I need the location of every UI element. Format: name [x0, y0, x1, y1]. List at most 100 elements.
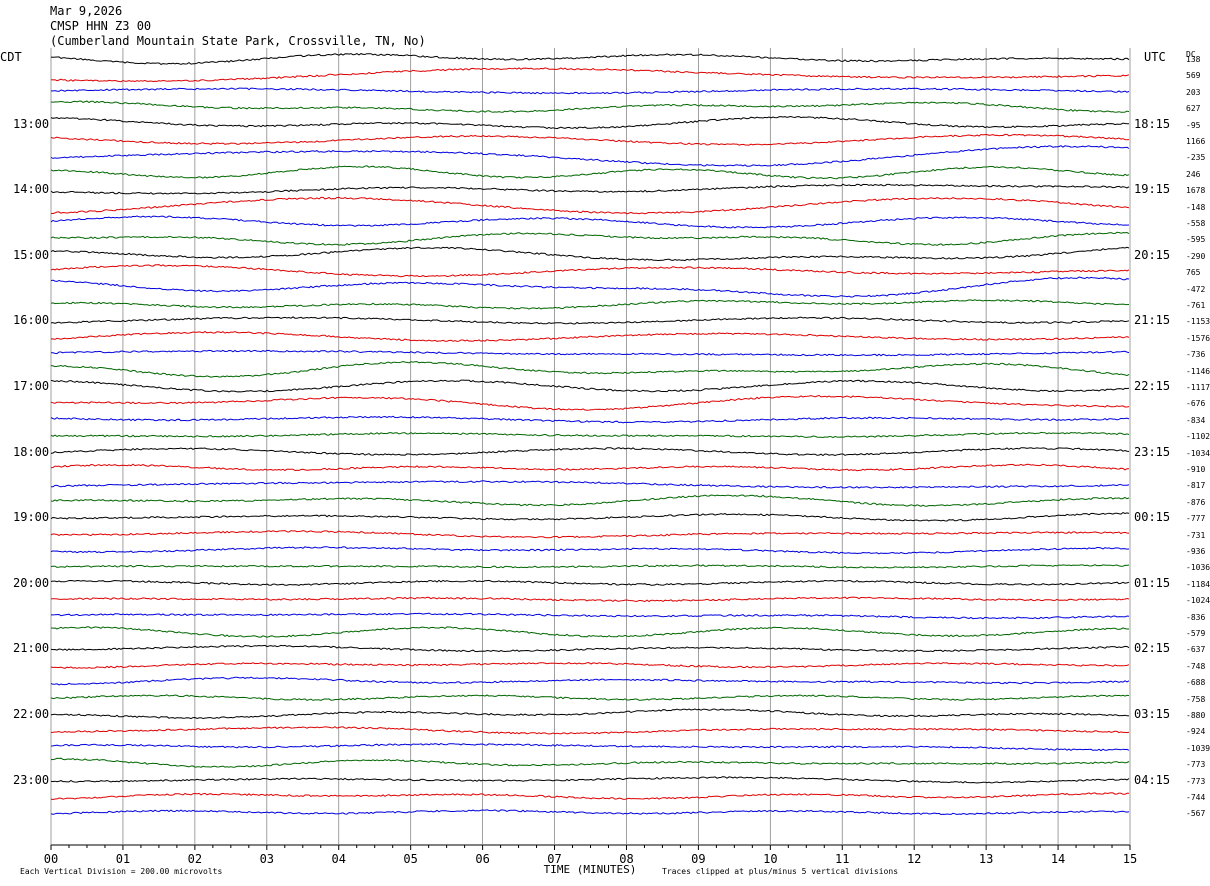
right-time-label: 22:15 — [1134, 379, 1171, 393]
left-time-label: 23:00 — [13, 772, 50, 787]
x-tick-label: 04 — [331, 852, 346, 866]
dc-offset-label: -936 — [1186, 547, 1206, 556]
right-time-label: 04:15 — [1134, 772, 1171, 787]
seismic-trace — [50, 546, 1130, 555]
dc-offset-label: -1036 — [1186, 563, 1210, 573]
dc-offset-label: 1678 — [1186, 186, 1206, 196]
right-time-label: 01:15 — [1134, 575, 1171, 590]
x-tick-label: 03 — [259, 852, 275, 866]
seismic-trace — [50, 87, 1130, 95]
x-tick-label: 11 — [835, 852, 850, 866]
seismic-trace — [50, 662, 1130, 669]
dc-offset-label: -876 — [1186, 497, 1206, 507]
left-time-label: 20:00 — [13, 575, 50, 590]
seismic-trace — [50, 626, 1129, 638]
left-time-label: 15:00 — [13, 247, 50, 262]
dc-offset-label: -235 — [1186, 153, 1206, 163]
right-time-label: 03:15 — [1134, 707, 1171, 721]
x-axis-title: TIME (MINUTES) — [543, 863, 637, 876]
clip-note: Traces clipped at plus/minus 5 vertical … — [662, 867, 899, 876]
seismic-trace — [50, 676, 1130, 686]
dc-offset-label: -290 — [1186, 251, 1206, 261]
seismic-trace — [51, 612, 1130, 620]
seismic-trace — [50, 379, 1130, 393]
dc-offset-label: -777 — [1186, 514, 1206, 524]
seismic-trace — [50, 231, 1130, 246]
seismic-trace — [50, 394, 1130, 411]
dc-offset-label: -880 — [1186, 711, 1206, 720]
x-tick-label: 02 — [187, 852, 203, 866]
right-time-label: 18:15 — [1134, 116, 1171, 131]
seismic-trace — [50, 100, 1130, 113]
left-time-label: 19:00 — [13, 510, 50, 525]
seismic-trace — [50, 447, 1130, 457]
left-time-label: 17:00 — [13, 379, 50, 393]
seismic-trace — [50, 431, 1130, 439]
seismic-trace — [51, 196, 1130, 215]
dc-offset-label: -758 — [1186, 694, 1206, 704]
dc-offset-label: -595 — [1186, 235, 1206, 245]
right-time-label: 00:15 — [1134, 510, 1171, 525]
header-location: (Cumberland Mountain State Park, Crossvi… — [50, 34, 426, 48]
x-tick-label: 05 — [403, 852, 418, 866]
seismic-trace — [50, 360, 1130, 378]
seismic-trace — [50, 145, 1130, 167]
dc-offset-label: -558 — [1186, 219, 1206, 228]
x-tick-label: 08 — [619, 852, 634, 866]
seismic-trace — [50, 330, 1130, 342]
seismic-trace — [50, 809, 1130, 816]
seismic-trace — [50, 792, 1129, 801]
seismic-trace — [50, 480, 1130, 489]
dc-offset-label: 765 — [1186, 268, 1201, 278]
x-tick-label: 10 — [763, 852, 778, 866]
dc-offset-label: 246 — [1186, 169, 1201, 179]
left-time-label: 22:00 — [13, 707, 50, 721]
dc-offset-label: -836 — [1186, 612, 1206, 622]
header-date: Mar 9,2026 — [50, 4, 123, 18]
right-time-label: 19:15 — [1134, 182, 1171, 197]
dc-offset-label: -817 — [1186, 481, 1206, 491]
seismic-trace — [50, 349, 1130, 357]
dc-offset-label: -148 — [1186, 202, 1206, 212]
seismic-trace — [50, 133, 1130, 146]
right-time-label: 23:15 — [1134, 444, 1171, 459]
left-timezone-label: CDT — [0, 50, 22, 64]
seismic-trace — [50, 742, 1130, 752]
seismic-trace — [50, 299, 1130, 310]
dc-offset-label: 203 — [1186, 87, 1201, 97]
dc-offset-label: -1034 — [1186, 448, 1210, 458]
dc-offset-label: -1153 — [1186, 317, 1210, 327]
seismic-trace — [50, 415, 1130, 424]
seismic-trace — [50, 165, 1130, 180]
left-time-label: 13:00 — [13, 116, 50, 131]
dc-offset-label: -1024 — [1186, 596, 1210, 606]
seismic-trace — [50, 564, 1130, 569]
dc-offset-label: -1576 — [1186, 333, 1210, 343]
dc-offset-label: -579 — [1186, 629, 1206, 638]
seismic-trace — [50, 644, 1130, 653]
seismic-trace — [50, 694, 1130, 701]
dc-offset-label: -1146 — [1186, 366, 1210, 376]
x-tick-label: 13 — [978, 852, 994, 866]
left-time-label: 14:00 — [13, 182, 50, 197]
seismic-trace — [50, 264, 1130, 278]
seismic-trace — [50, 596, 1130, 603]
plot-header: Mar 9,2026 CMSP HHN Z3 00 (Cumberland Moun… — [50, 4, 426, 49]
right-time-label: 02:15 — [1134, 641, 1171, 656]
dc-offset-label: -736 — [1186, 350, 1206, 360]
dc-offset-header: DC — [1186, 50, 1196, 59]
header-station: CMSP HHN Z3 00 — [50, 19, 152, 33]
dc-offset-label: -567 — [1186, 809, 1206, 819]
dc-offset-label: -1184 — [1186, 579, 1210, 589]
x-tick-label: 12 — [906, 852, 922, 866]
dc-offset-label: -637 — [1186, 645, 1206, 655]
seismic-trace — [50, 67, 1130, 83]
dc-offset-label: -924 — [1186, 727, 1206, 737]
seismic-trace — [50, 53, 1130, 65]
scale-note: Each Vertical Division = 200.00 microvol… — [20, 867, 223, 876]
seismic-trace — [50, 494, 1130, 507]
seismic-trace — [50, 708, 1130, 720]
seismic-trace — [50, 183, 1130, 195]
x-tick-label: 09 — [691, 852, 706, 866]
dc-offset-label: 569 — [1186, 71, 1201, 81]
